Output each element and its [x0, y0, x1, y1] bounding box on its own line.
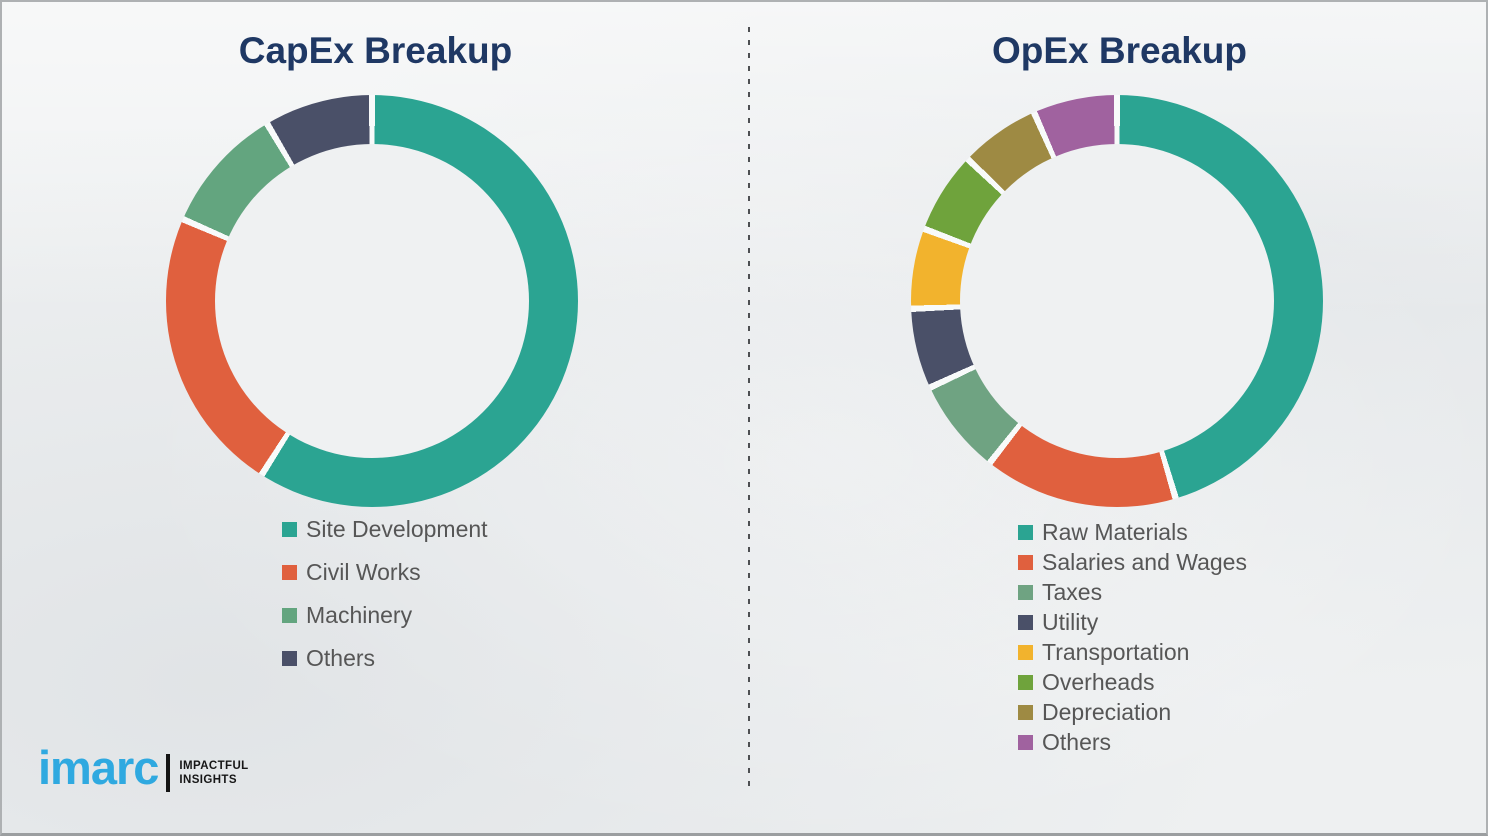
legend-swatch: [1018, 615, 1033, 630]
imarc-logo: imarc IMPACTFUL INSIGHTS: [38, 738, 249, 798]
capex-legend: Site Development Civil Works Machinery Othe…: [282, 516, 488, 672]
legend-swatch: [1018, 555, 1033, 570]
opex-title: OpEx Breakup: [992, 30, 1247, 71]
legend-item: Overheads: [1018, 669, 1247, 696]
legend-label: Machinery: [306, 602, 413, 628]
logo-tagline-line2: INSIGHTS: [179, 774, 237, 786]
opex-legend: Raw Materials Salaries and Wages Taxes Util…: [1018, 519, 1247, 756]
legend-swatch: [282, 565, 297, 580]
logo-tagline: IMPACTFUL INSIGHTS: [179, 759, 248, 787]
legend-item: Site Development: [282, 516, 488, 543]
imarc-logo-wordmark: imarc: [38, 741, 159, 794]
legend-item: Machinery: [282, 602, 488, 629]
legend-label: Utility: [1042, 609, 1099, 635]
capex-title: CapEx Breakup: [238, 30, 513, 71]
legend-item: Salaries and Wages: [1018, 549, 1247, 576]
legend-item: Depreciation: [1018, 699, 1247, 726]
legend-swatch: [1018, 525, 1033, 540]
legend-swatch: [1018, 705, 1033, 720]
legend-item: Others: [1018, 729, 1247, 756]
legend-item: Civil Works: [282, 559, 488, 586]
logo-tagline-line1: IMPACTFUL: [179, 760, 249, 772]
legend-item: Raw Materials: [1018, 519, 1247, 546]
legend-item: Taxes: [1018, 579, 1247, 606]
legend-label: Others: [1042, 729, 1112, 755]
legend-label: Overheads: [1042, 669, 1155, 695]
legend-swatch: [282, 608, 297, 623]
legend-item: Others: [282, 645, 488, 672]
dashed-divider: [748, 27, 750, 793]
legend-swatch: [1018, 675, 1033, 690]
legend-label: Civil Works: [306, 559, 421, 585]
legend-label: Others: [306, 645, 376, 671]
opex-donut-hole: [960, 144, 1274, 458]
legend-swatch: [1018, 645, 1033, 660]
legend-item: Transportation: [1018, 639, 1247, 666]
legend-swatch: [1018, 735, 1033, 750]
legend-swatch: [282, 651, 297, 666]
legend-item: Utility: [1018, 609, 1247, 636]
capex-donut-chart: [166, 95, 578, 507]
opex-donut-chart: [911, 95, 1323, 507]
legend-label: Raw Materials: [1042, 519, 1188, 545]
capex-donut-hole: [215, 144, 529, 458]
logo-divider-bar: [166, 754, 171, 792]
legend-label: Depreciation: [1042, 699, 1172, 725]
legend-label: Salaries and Wages: [1042, 549, 1247, 575]
legend-swatch: [1018, 585, 1033, 600]
legend-label: Transportation: [1042, 639, 1190, 665]
legend-swatch: [282, 522, 297, 537]
legend-label: Site Development: [306, 516, 488, 542]
legend-label: Taxes: [1042, 579, 1103, 605]
